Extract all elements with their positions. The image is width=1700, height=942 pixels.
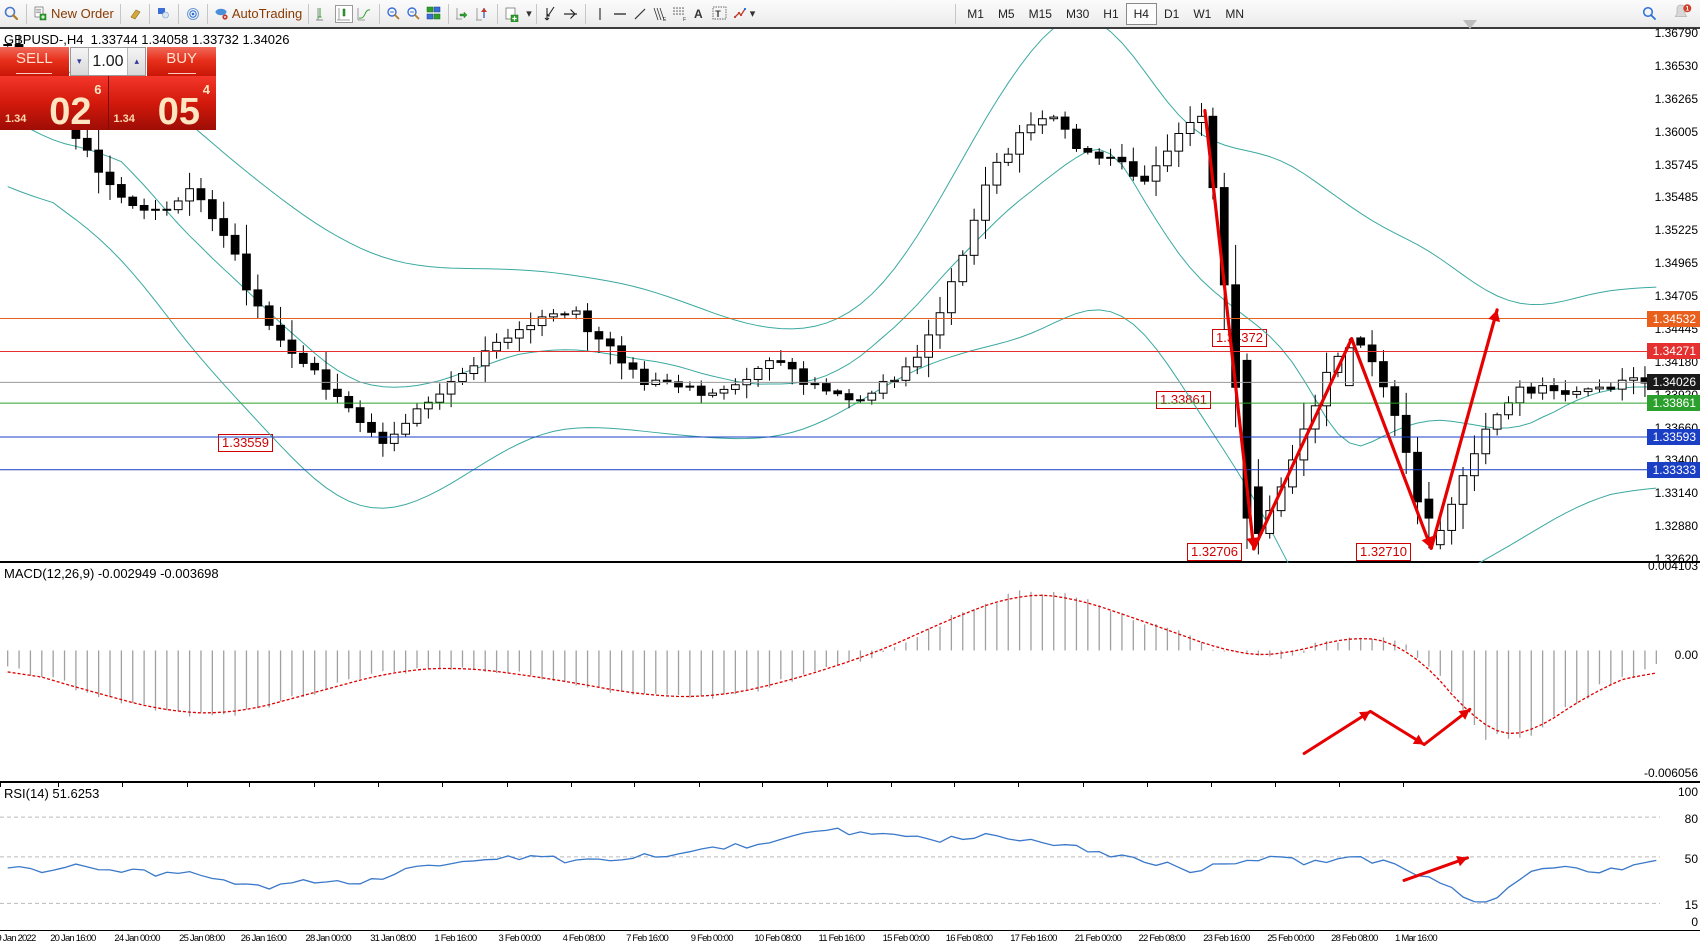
svg-text:1: 1 <box>1685 5 1689 12</box>
svg-text:T: T <box>715 9 721 19</box>
svg-text:A: A <box>694 7 703 21</box>
svg-text:E: E <box>663 17 667 22</box>
svg-text:F: F <box>683 17 686 22</box>
